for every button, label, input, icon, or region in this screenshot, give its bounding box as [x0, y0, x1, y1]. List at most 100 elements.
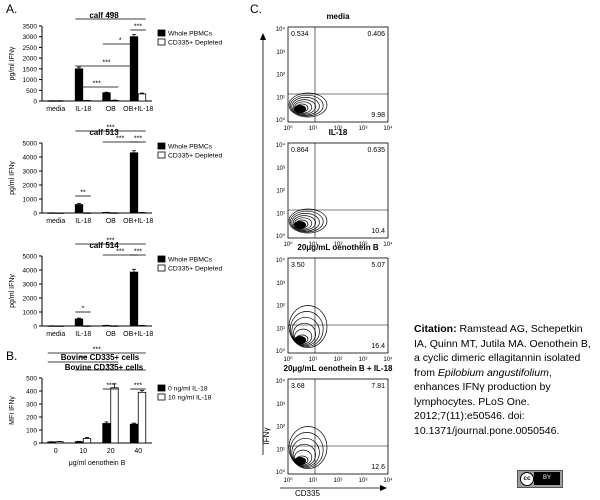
flow-plot-4-dense-cluster — [294, 457, 306, 465]
chart2-y-tick-label: 2000 — [23, 183, 38, 190]
chart3-x-tick-label: OB+IL-18 — [123, 331, 153, 338]
chart2-y-tick-label: 3000 — [23, 169, 38, 176]
flow-plot-1-contour — [288, 92, 328, 118]
chart1-bar — [102, 92, 111, 102]
citation-label: Citation: — [414, 323, 457, 335]
flow-plot-3-dense-cluster — [294, 336, 306, 344]
flow-plot-2-x-tick-label: 10¹ — [309, 242, 318, 248]
chart1-legend-swatch — [157, 38, 166, 46]
chart4-significance-label: *** — [134, 383, 142, 390]
chart4-significance-label: *** — [79, 356, 87, 363]
flow-plot-1-x-tick-label: 10² — [334, 126, 343, 132]
flow-plot-1-contour — [291, 97, 320, 116]
chart3-title: calf 514 — [89, 241, 119, 250]
flow-plot-2-x-tick-label: 10³ — [359, 242, 368, 248]
chart4-bar — [47, 441, 56, 444]
flow-plot-4-title: 20μg/mL oenothein B + IL-18 — [284, 364, 394, 373]
chart2-x-tick-label: OB — [106, 218, 116, 225]
flow-plot-3-y-tick-label: 10⁰ — [276, 348, 286, 355]
chart2-title: calf 513 — [89, 128, 119, 137]
chart2-bar — [129, 152, 139, 214]
flow-plot-1-y-tick-label: 10⁴ — [276, 26, 286, 33]
chart2-legend-swatch — [157, 142, 166, 150]
chart1-significance-label: *** — [134, 24, 142, 31]
flow-plot-1-contour — [290, 94, 324, 117]
chart3-y-label: pg/ml IFNγ — [9, 274, 16, 308]
chart2-y-tick-label: 4000 — [23, 155, 38, 162]
chart3-significance-label: *** — [106, 238, 114, 245]
chart1-y-label: pg/ml IFNγ — [9, 46, 16, 80]
chart3-legend-label: Whole PBMCs — [168, 257, 213, 264]
flow-plot-2-y-tick-label: 10² — [276, 189, 285, 195]
flow-plot-2-frame — [287, 142, 389, 239]
chart3-bar — [74, 318, 84, 327]
flow-plot-2-y-tick-label: 10³ — [276, 166, 285, 172]
panel-label-a: A. — [6, 2, 18, 16]
flow-plot-1-upper-right-percent: 0.406 — [367, 31, 385, 38]
flow-plot-4-x-tick-label: 10¹ — [309, 478, 318, 484]
flow-plot-4-x-tick-label: 10⁰ — [283, 477, 293, 484]
flow-plot-2-contour — [291, 213, 320, 232]
chart3-significance-label: *** — [116, 249, 124, 256]
chart1-y-tick-label: 2000 — [23, 56, 38, 63]
flow-plot-1-title: media — [326, 12, 350, 21]
chart2-significance-label: *** — [106, 125, 114, 132]
panel-a-figure: calf 498 0 500 1000 1500 2000 2500 3000 3500 pg/m… — [9, 11, 222, 338]
flow-plot-3-contour — [294, 328, 313, 345]
cc-by-license-badge[interactable]: cc BY — [517, 470, 563, 488]
chart2-significance-label: *** — [134, 136, 142, 143]
chart3-legend-swatch — [157, 264, 166, 272]
chart1-bar — [137, 93, 147, 102]
chart2-legend-label: Whole PBMCs — [168, 144, 213, 151]
flow-plot-4-contour — [294, 449, 313, 466]
chart3-bar — [129, 271, 139, 327]
flow-plot-3-upper-right-percent: 5.07 — [371, 262, 385, 269]
chart2-x-tick-label: OB+IL-18 — [123, 218, 153, 225]
flow-plot-2-x-tick-label: 10² — [334, 242, 343, 248]
flow-plot-1-upper-left-percent: 0.534 — [291, 31, 309, 38]
chart3-y-tick-label: 4000 — [23, 268, 38, 275]
flow-plot-3-x-tick-label: 10¹ — [309, 357, 318, 363]
chart3-y-tick-label: 3000 — [23, 282, 38, 289]
chart4-significance-label: *** — [106, 383, 114, 390]
flow-plot-4-contour — [292, 443, 316, 467]
chart1-significance-label: *** — [93, 81, 101, 88]
flow-plot-2-y-tick-label: 10⁴ — [276, 142, 286, 149]
flow-plot-4-y-tick-label: 10¹ — [276, 447, 285, 453]
chart1-legend-label: Whole PBMCs — [168, 31, 213, 38]
chart4-legend-swatch — [157, 384, 166, 392]
panel-c-x-label: CD335 — [295, 489, 320, 498]
chart1-significance-label: *** — [102, 60, 110, 67]
flow-plot-3-y-tick-label: 10² — [276, 304, 285, 310]
cc-icon: cc — [520, 472, 534, 486]
panel-label-c: C. — [250, 2, 262, 16]
chart4-bar — [55, 441, 64, 444]
chart2-x-tick-label: media — [46, 218, 65, 225]
chart1-bar — [74, 68, 84, 102]
chart2-bar — [74, 204, 84, 214]
chart1-y-tick-label: 2500 — [23, 45, 38, 52]
chart1-bar — [129, 36, 139, 102]
chart4-bar — [102, 423, 111, 444]
flow-plot-1-dense-cluster — [294, 105, 306, 113]
flow-plot-2-y-tick-label: 10¹ — [276, 211, 285, 217]
citation-text-2: , enhances IFNγ production by lymphocyte… — [414, 366, 560, 437]
citation-species: Epilobium angustifolium — [437, 366, 549, 379]
panel-c-y-arrowhead — [260, 33, 266, 40]
chart4-x-tick-label: 20 — [107, 448, 115, 455]
citation-block: Citation: Ramstead AG, Schepetkin IA, Qu… — [414, 322, 594, 438]
chart4-x-tick-label: 0 — [54, 448, 58, 455]
chart1-x-tick-label: OB — [106, 106, 116, 113]
chart4-y-tick-label: 500 — [26, 376, 37, 383]
chart1-y-tick-label: 500 — [26, 88, 37, 95]
flow-plot-4-contour — [290, 432, 324, 468]
flow-plot-2-contour — [288, 208, 328, 234]
flow-plot-2-lower-right-percent: 10.4 — [371, 228, 385, 235]
flow-plot-1-y-tick-label: 10¹ — [276, 95, 285, 101]
chart3-y-tick-label: 1000 — [23, 310, 38, 317]
flow-plot-1-x-tick-label: 10¹ — [309, 126, 318, 132]
chart4-bar — [129, 423, 139, 444]
chart1-y-tick-label: 1000 — [23, 77, 38, 84]
chart3-x-tick-label: media — [46, 331, 65, 338]
chart4-bar — [110, 387, 119, 444]
